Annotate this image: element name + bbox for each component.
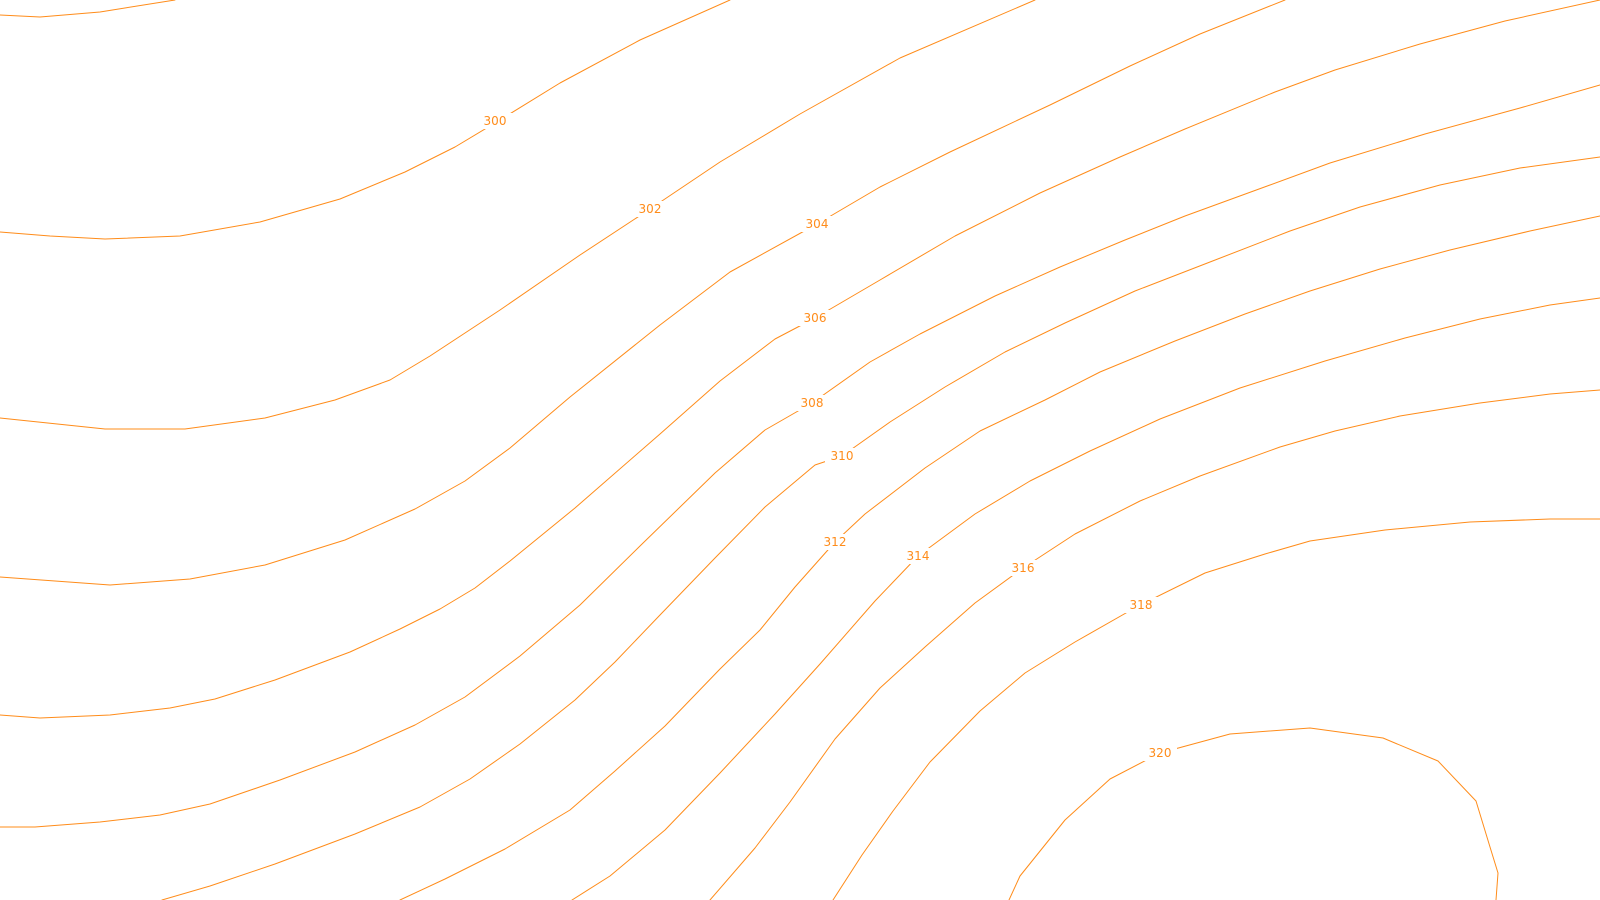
contour-line bbox=[0, 0, 1286, 586]
contour-306: 306 bbox=[0, 0, 1600, 719]
contour-310: 310 bbox=[161, 156, 1600, 900]
contour-label: 316 bbox=[1012, 561, 1035, 575]
contour-316: 316 bbox=[709, 389, 1600, 900]
contour-300: 300 bbox=[0, 0, 731, 240]
contour-label: 306 bbox=[804, 311, 827, 325]
contour-line bbox=[399, 215, 1600, 900]
contour-314: 314 bbox=[571, 297, 1600, 900]
contour-label: 314 bbox=[907, 549, 930, 563]
contour-304: 304 bbox=[0, 0, 1286, 586]
contour-label-bg bbox=[633, 201, 667, 217]
contour-320: 320 bbox=[1008, 727, 1499, 900]
contour-label-bg bbox=[478, 113, 512, 129]
contour-label: 312 bbox=[824, 535, 847, 549]
contour-label-bg bbox=[795, 395, 829, 411]
contour-label-bg bbox=[1143, 745, 1177, 761]
contour-308: 308 bbox=[0, 84, 1600, 828]
contour-line bbox=[0, 0, 731, 240]
contour-label-bg bbox=[901, 548, 935, 564]
contour-label: 300 bbox=[484, 114, 507, 128]
contour-302: 302 bbox=[0, 0, 1036, 430]
contour-label-bg bbox=[1124, 597, 1158, 613]
contour-label-bg bbox=[798, 310, 832, 326]
contour-label: 304 bbox=[806, 217, 829, 231]
contour-line bbox=[0, 0, 1036, 430]
contour-label: 310 bbox=[831, 449, 854, 463]
contour-line bbox=[1008, 727, 1499, 900]
contour-line bbox=[709, 389, 1600, 900]
contour-label: 318 bbox=[1130, 598, 1153, 612]
contour-line bbox=[0, 0, 1600, 719]
contour-line-top-corner bbox=[0, 0, 176, 18]
contour-line bbox=[0, 84, 1600, 828]
contour-label-bg bbox=[825, 448, 859, 464]
contour-line bbox=[832, 518, 1600, 900]
contour-label-bg bbox=[1006, 560, 1040, 576]
contour-line bbox=[161, 156, 1600, 900]
contour-line bbox=[571, 297, 1600, 900]
contour-label: 308 bbox=[801, 396, 824, 410]
contour-312: 312 bbox=[399, 215, 1600, 900]
contour-318: 318 bbox=[832, 518, 1600, 900]
contour-label: 302 bbox=[639, 202, 662, 216]
contour-label: 320 bbox=[1149, 746, 1172, 760]
contour-label-bg bbox=[818, 534, 852, 550]
contour-label-bg bbox=[800, 216, 834, 232]
